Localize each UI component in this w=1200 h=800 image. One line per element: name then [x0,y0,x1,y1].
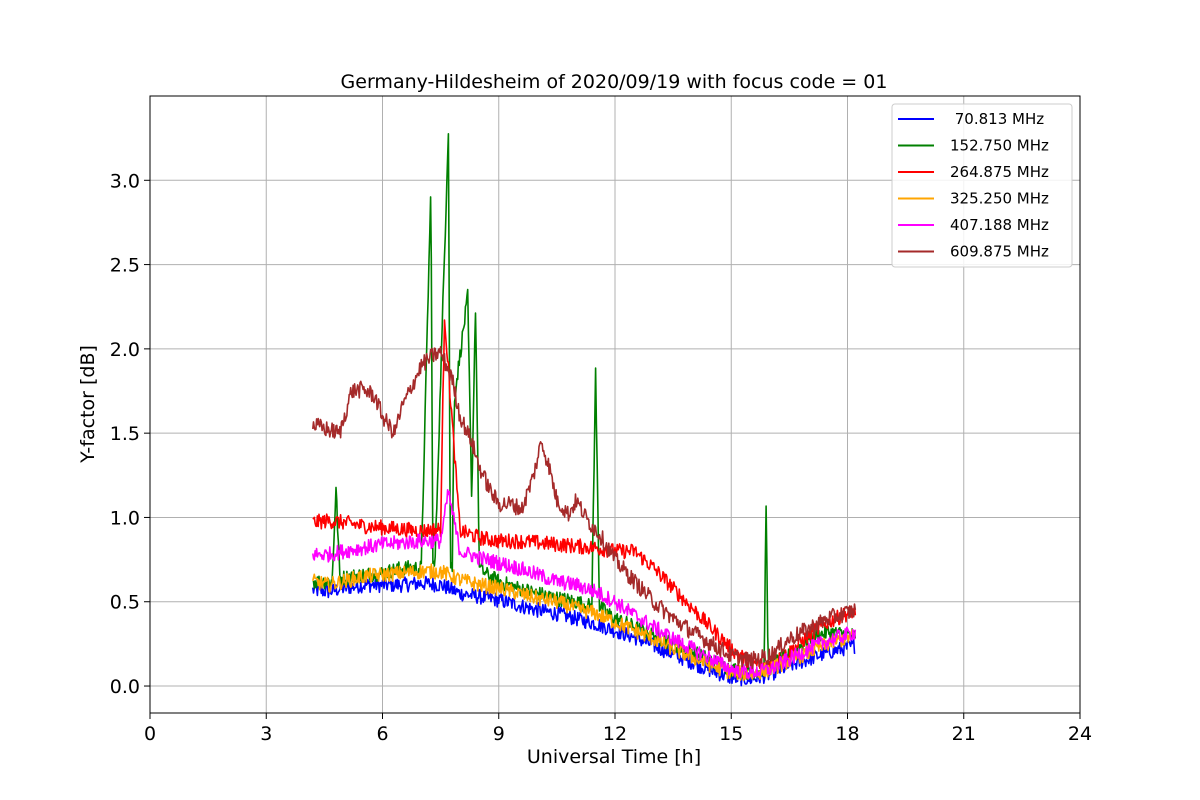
chart-title: Germany-Hildesheim of 2020/09/19 with fo… [341,71,888,93]
x-axis: 0 3 6 9 12 15 18 21 24 [144,713,1092,745]
plot-area [312,133,857,687]
x-tick-label-3: 9 [493,723,505,745]
x-tick-label-7: 21 [952,723,976,745]
x-tick-label-1: 3 [260,723,272,745]
series-line-0 [312,575,856,687]
x-axis-label: Universal Time [h] [527,746,701,768]
legend-label-1: 152.750 MHz [950,137,1049,155]
legend-label-2: 264.875 MHz [950,163,1049,181]
legend: 70.813 MHz 152.750 MHz 264.875 MHz 325.250 … [891,103,1073,268]
y-axis-label: Y-factor [dB] [77,345,99,464]
legend-label-4: 407.188 MHz [950,216,1049,234]
y-tick-label-5: 2.5 [110,255,140,277]
y-tick-label-4: 2.0 [110,339,140,361]
y-tick-label-1: 0.5 [110,592,140,614]
x-tick-label-0: 0 [144,723,156,745]
y-tick-label-3: 1.5 [110,423,140,445]
y-axis: 0.0 0.5 1.0 1.5 2.0 2.5 3.0 [110,170,150,698]
legend-label-5: 609.875 MHz [950,243,1049,261]
x-tick-label-6: 18 [835,723,859,745]
legend-label-3: 325.250 MHz [950,190,1049,208]
series-line-4 [312,489,857,679]
series-line-1 [312,133,857,680]
legend-label-0: 70.813 MHz [950,110,1044,128]
x-tick-label-5: 15 [719,723,743,745]
x-tick-label-2: 6 [376,723,388,745]
x-tick-label-8: 24 [1068,723,1092,745]
x-tick-label-4: 12 [603,723,627,745]
y-tick-label-6: 3.0 [110,170,140,192]
y-tick-label-2: 1.0 [110,507,140,529]
legend-box [891,103,1073,268]
y-tick-label-0: 0.0 [110,676,140,698]
series-line-5 [312,346,857,670]
